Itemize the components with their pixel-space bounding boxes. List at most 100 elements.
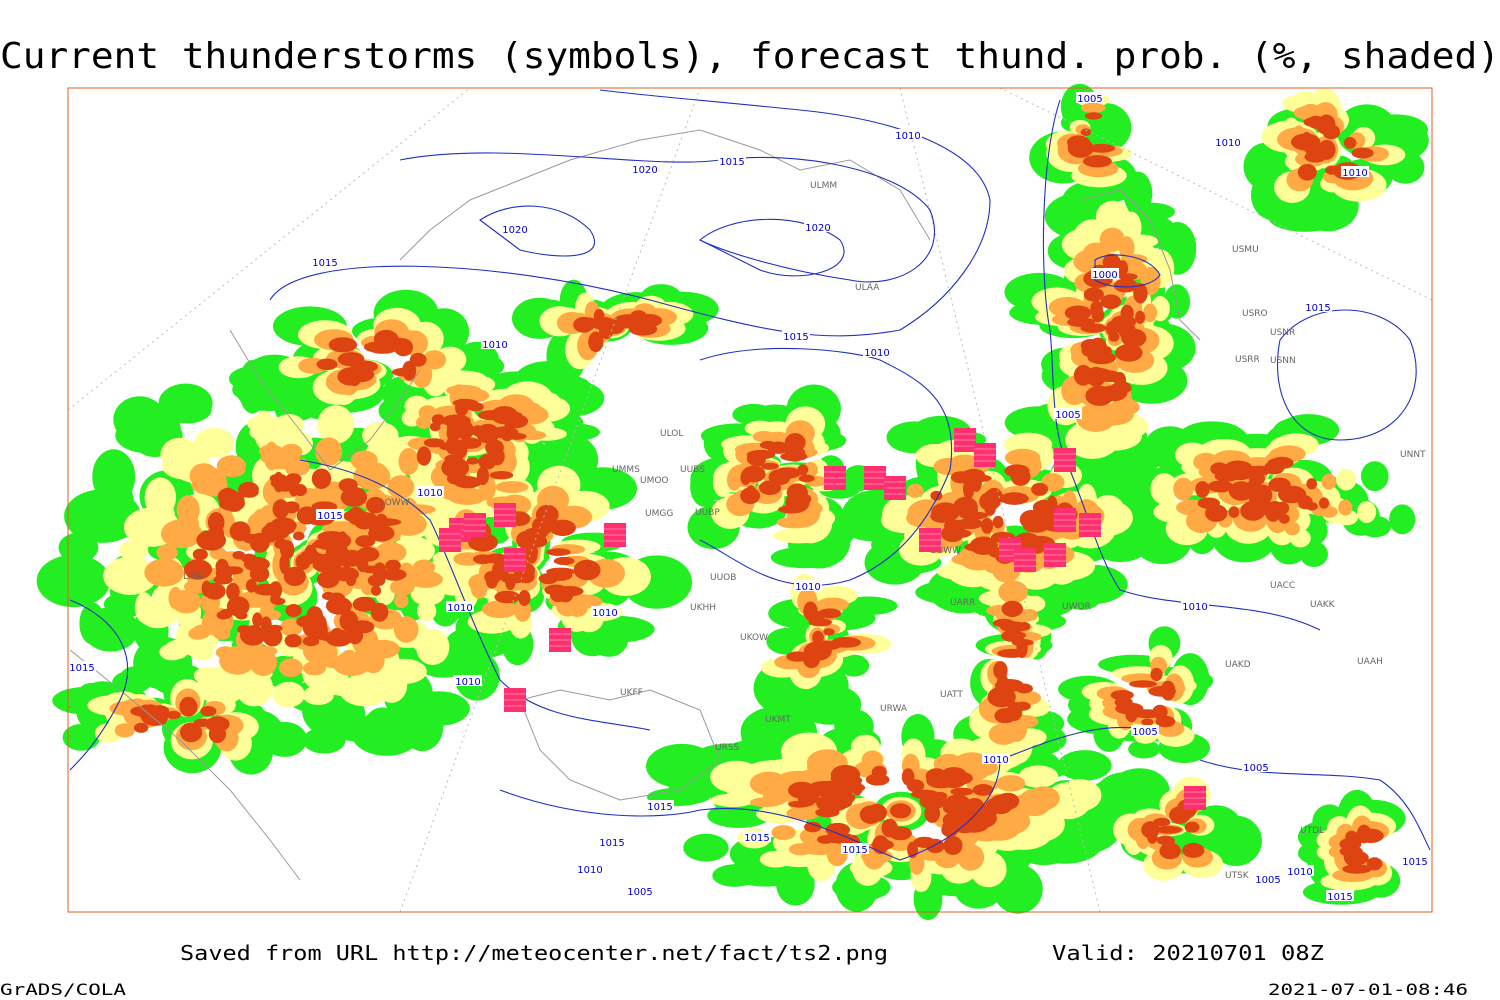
shade-cell [1291, 133, 1321, 151]
isobar-label-bg [1091, 268, 1119, 279]
shade-cell [993, 661, 1008, 680]
storm-hatch [504, 693, 526, 707]
shade-cell [239, 486, 259, 498]
shade-cell [1305, 502, 1318, 511]
shade-cell [328, 337, 358, 353]
shade-cell [441, 457, 470, 479]
station-code: LIRA [183, 572, 204, 582]
shade-cell [831, 637, 861, 648]
isobar-label: 1015 [1327, 892, 1352, 903]
shade-cell [162, 394, 212, 424]
shade-cell [1090, 300, 1103, 317]
storm-hatch [439, 533, 461, 547]
shade-cell [296, 506, 318, 525]
isobar-label-bg [1054, 408, 1082, 419]
shade-cell [293, 531, 305, 541]
shade-cell [1184, 821, 1200, 833]
shade-cell [423, 438, 445, 448]
station-code: USNR [1270, 328, 1295, 338]
isobar-label-bg [863, 346, 891, 357]
shade-cell [798, 474, 815, 483]
shade-cell [838, 782, 866, 793]
isobar-label: 1015 [317, 511, 342, 522]
storm-symbol [1079, 513, 1101, 537]
storm-symbol [464, 513, 486, 537]
shade-cell [1018, 765, 1059, 788]
isobar-label: 1010 [1287, 867, 1312, 878]
shade-cell [453, 552, 482, 566]
shade-cell [339, 610, 359, 632]
shade-cell [989, 794, 1014, 815]
shade-cell [961, 468, 986, 483]
shade-cell [313, 614, 327, 635]
shade-cell [274, 538, 290, 550]
shade-cell [999, 492, 1029, 505]
shade-cell [144, 477, 176, 518]
shade-cell [533, 522, 553, 533]
shade-cell [190, 644, 214, 661]
storm-symbol [954, 428, 976, 452]
shade-cell [389, 579, 415, 596]
shade-cell [500, 425, 515, 442]
shade-cell [740, 487, 761, 505]
isobar-label: 1005 [1243, 763, 1268, 774]
thunderstorm-symbols [439, 428, 1206, 810]
shade-cell [933, 791, 948, 801]
shade-cell [1173, 477, 1194, 501]
isobar-label-bg [1326, 890, 1354, 901]
shade-cell [1084, 112, 1103, 120]
shade-cell [494, 590, 521, 604]
shade-cell [359, 546, 376, 556]
isobar-label: 1010 [895, 131, 920, 142]
shade-cell [268, 581, 283, 599]
shade-cell [635, 313, 663, 328]
storm-symbol [549, 628, 571, 652]
storm-symbol [504, 548, 526, 572]
shade-cell [353, 462, 391, 490]
shade-cell [797, 464, 809, 476]
shade-cell [385, 559, 401, 572]
storm-symbol [864, 466, 886, 490]
shade-cell [972, 541, 986, 550]
isobar-label: 1010 [1215, 138, 1240, 149]
shade-cell [325, 596, 352, 615]
isobar-label: 1005 [1077, 94, 1102, 105]
storm-hatch [974, 448, 996, 462]
shade-cell [1064, 305, 1092, 321]
isobar-label: 1005 [1255, 875, 1280, 886]
storm-hatch [954, 433, 976, 447]
shade-cell [1082, 155, 1112, 168]
shade-cell [946, 529, 972, 538]
isobar-label-bg [576, 863, 604, 874]
shade-cell [422, 350, 447, 370]
shade-cell [455, 398, 469, 417]
station-code: URWA [880, 704, 908, 714]
shade-cell [166, 710, 181, 720]
shade-cell [998, 580, 1028, 604]
shade-cell [901, 768, 915, 786]
shade-cell [271, 597, 286, 605]
shade-cell [992, 618, 1015, 628]
shade-cell [260, 616, 272, 632]
storm-hatch [1054, 513, 1076, 527]
shade-cell [283, 566, 306, 587]
shade-cell [263, 448, 298, 470]
storm-hatch [824, 471, 846, 485]
shade-cell [788, 781, 816, 799]
shade-cell [240, 625, 266, 646]
shade-cell [588, 331, 604, 353]
shade-cell [62, 724, 100, 751]
shade-cell [351, 711, 422, 756]
shade-cell [1113, 278, 1138, 293]
shade-cell [1105, 320, 1120, 337]
shade-cell [523, 542, 538, 561]
storm-symbol [1044, 543, 1066, 567]
shade-cell [370, 602, 389, 622]
isobar-label-bg [646, 800, 674, 811]
shade-cell [224, 491, 245, 512]
isobar-label-bg [1181, 600, 1209, 611]
shade-cell [760, 462, 779, 470]
isobar-label: 1010 [795, 582, 820, 593]
shade-cell [302, 636, 320, 647]
isobar-label-bg [311, 256, 339, 267]
